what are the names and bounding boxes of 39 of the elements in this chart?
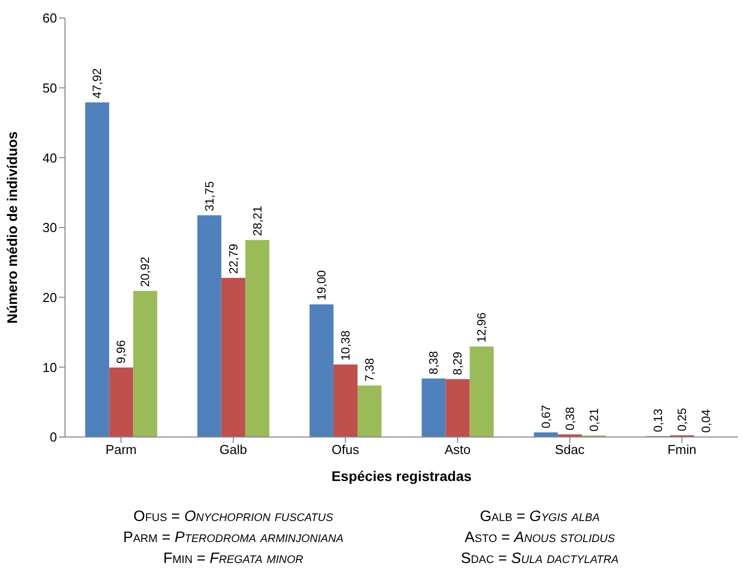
x-tick-label: Asto xyxy=(444,442,471,458)
data-label: 12,96 xyxy=(474,312,489,342)
text: Sdac = Sula dactylatra xyxy=(460,550,619,567)
text: Fmin = Fregata minor xyxy=(163,550,304,567)
text: Asto = Anous stolidus xyxy=(464,529,615,546)
data-label: 0,21 xyxy=(586,408,601,432)
data-label: 0,25 xyxy=(675,408,690,432)
data-label: 9,96 xyxy=(114,340,128,364)
data-label: 0,13 xyxy=(651,408,666,432)
data-label: 8,38 xyxy=(426,350,441,374)
data-label: 22,79 xyxy=(226,243,240,274)
data-label: 28,21 xyxy=(250,206,264,236)
y-axis-title: Número médio de indivíduos xyxy=(4,131,20,324)
x-tick-label: Ofus xyxy=(332,442,360,458)
y-tick-label: 10 xyxy=(42,360,57,375)
data-label: 47,92 xyxy=(90,68,104,98)
y-tick-label: 30 xyxy=(42,220,57,236)
data-label: 10,38 xyxy=(338,330,353,361)
text: Ofus = Onychoprion fuscatus xyxy=(133,508,334,525)
y-tick-label: 0 xyxy=(50,430,57,445)
x-tick-label: Parm xyxy=(106,442,137,458)
data-label: 20,92 xyxy=(138,256,152,287)
y-tick-label: 20 xyxy=(42,290,57,305)
data-label: 19,00 xyxy=(314,270,329,300)
data-label: 31,75 xyxy=(202,180,216,212)
y-tick-label: 40 xyxy=(42,150,57,166)
text: Parm = Pterodroma arminjoniana xyxy=(123,529,344,546)
data-label: 0,67 xyxy=(538,404,553,428)
y-tick-label: 50 xyxy=(42,80,57,96)
data-label: 0,38 xyxy=(562,406,577,430)
text: Galb = Gygis alba xyxy=(480,508,600,525)
x-tick-label: Sdac xyxy=(554,442,586,458)
x-axis-title: Espécies registradas xyxy=(331,468,472,484)
data-label: 8,29 xyxy=(450,351,465,376)
x-tick-label: Galb xyxy=(220,442,247,458)
x-tick-label: Fmin xyxy=(667,442,696,458)
data-label: 0,04 xyxy=(699,409,714,433)
data-label: 7,38 xyxy=(362,358,377,382)
y-tick-label: 60 xyxy=(42,10,57,26)
